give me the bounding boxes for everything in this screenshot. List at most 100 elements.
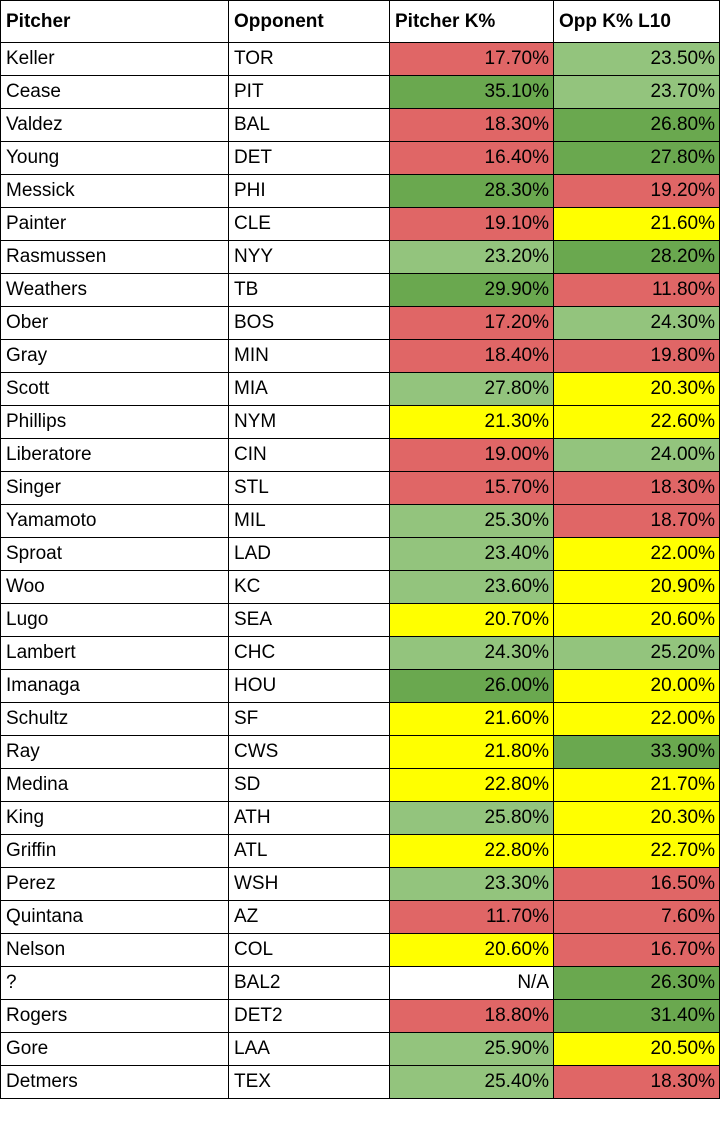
cell-opp-k-l10[interactable]: 22.60%: [553, 405, 720, 439]
cell-pitcher-k[interactable]: 23.20%: [389, 240, 554, 274]
cell-opponent[interactable]: CWS: [228, 735, 390, 769]
cell-pitcher[interactable]: Schultz: [0, 702, 229, 736]
cell-pitcher[interactable]: Nelson: [0, 933, 229, 967]
cell-opp-k-l10[interactable]: 26.30%: [553, 966, 720, 1000]
cell-opponent[interactable]: PHI: [228, 174, 390, 208]
cell-pitcher[interactable]: Perez: [0, 867, 229, 901]
cell-opp-k-l10[interactable]: 21.60%: [553, 207, 720, 241]
cell-pitcher[interactable]: Valdez: [0, 108, 229, 142]
cell-opponent[interactable]: PIT: [228, 75, 390, 109]
cell-pitcher-k[interactable]: 16.40%: [389, 141, 554, 175]
cell-pitcher-k[interactable]: 11.70%: [389, 900, 554, 934]
cell-opponent[interactable]: ATH: [228, 801, 390, 835]
cell-pitcher-k[interactable]: 35.10%: [389, 75, 554, 109]
cell-pitcher[interactable]: Lugo: [0, 603, 229, 637]
cell-opp-k-l10[interactable]: 25.20%: [553, 636, 720, 670]
cell-opponent[interactable]: DET: [228, 141, 390, 175]
cell-opp-k-l10[interactable]: 20.30%: [553, 801, 720, 835]
cell-opp-k-l10[interactable]: 18.30%: [553, 471, 720, 505]
cell-pitcher[interactable]: Messick: [0, 174, 229, 208]
header-opp-k-l10[interactable]: Opp K% L10: [553, 0, 720, 43]
cell-pitcher-k[interactable]: 22.80%: [389, 834, 554, 868]
cell-pitcher[interactable]: Ober: [0, 306, 229, 340]
cell-opp-k-l10[interactable]: 22.00%: [553, 537, 720, 571]
cell-opponent[interactable]: CHC: [228, 636, 390, 670]
cell-pitcher[interactable]: Painter: [0, 207, 229, 241]
cell-opponent[interactable]: WSH: [228, 867, 390, 901]
cell-pitcher-k[interactable]: 26.00%: [389, 669, 554, 703]
cell-pitcher[interactable]: ?: [0, 966, 229, 1000]
cell-opp-k-l10[interactable]: 20.30%: [553, 372, 720, 406]
cell-opponent[interactable]: AZ: [228, 900, 390, 934]
cell-opponent[interactable]: COL: [228, 933, 390, 967]
cell-pitcher[interactable]: Weathers: [0, 273, 229, 307]
cell-pitcher[interactable]: Detmers: [0, 1065, 229, 1099]
cell-pitcher-k[interactable]: 17.70%: [389, 42, 554, 76]
cell-pitcher-k[interactable]: 18.40%: [389, 339, 554, 373]
cell-pitcher-k[interactable]: 17.20%: [389, 306, 554, 340]
cell-opponent[interactable]: BAL2: [228, 966, 390, 1000]
cell-opp-k-l10[interactable]: 19.80%: [553, 339, 720, 373]
cell-opp-k-l10[interactable]: 18.30%: [553, 1065, 720, 1099]
cell-pitcher[interactable]: King: [0, 801, 229, 835]
cell-pitcher-k[interactable]: 21.60%: [389, 702, 554, 736]
cell-opp-k-l10[interactable]: 31.40%: [553, 999, 720, 1033]
cell-opponent[interactable]: NYM: [228, 405, 390, 439]
cell-opponent[interactable]: STL: [228, 471, 390, 505]
cell-pitcher[interactable]: Ray: [0, 735, 229, 769]
cell-pitcher[interactable]: Woo: [0, 570, 229, 604]
cell-opp-k-l10[interactable]: 16.50%: [553, 867, 720, 901]
cell-opponent[interactable]: LAA: [228, 1032, 390, 1066]
cell-pitcher-k[interactable]: 20.60%: [389, 933, 554, 967]
cell-pitcher[interactable]: Young: [0, 141, 229, 175]
cell-pitcher[interactable]: Liberatore: [0, 438, 229, 472]
cell-opponent[interactable]: MIN: [228, 339, 390, 373]
cell-opp-k-l10[interactable]: 21.70%: [553, 768, 720, 802]
cell-opponent[interactable]: BOS: [228, 306, 390, 340]
cell-opponent[interactable]: SF: [228, 702, 390, 736]
cell-opponent[interactable]: CLE: [228, 207, 390, 241]
cell-pitcher-k[interactable]: N/A: [389, 966, 554, 1000]
cell-opponent[interactable]: SD: [228, 768, 390, 802]
cell-pitcher[interactable]: Quintana: [0, 900, 229, 934]
cell-pitcher[interactable]: Rasmussen: [0, 240, 229, 274]
cell-pitcher[interactable]: Keller: [0, 42, 229, 76]
cell-opponent[interactable]: KC: [228, 570, 390, 604]
cell-pitcher-k[interactable]: 25.80%: [389, 801, 554, 835]
cell-pitcher[interactable]: Imanaga: [0, 669, 229, 703]
cell-pitcher-k[interactable]: 23.30%: [389, 867, 554, 901]
cell-pitcher-k[interactable]: 24.30%: [389, 636, 554, 670]
cell-opp-k-l10[interactable]: 22.00%: [553, 702, 720, 736]
cell-pitcher-k[interactable]: 18.30%: [389, 108, 554, 142]
cell-pitcher-k[interactable]: 19.00%: [389, 438, 554, 472]
cell-pitcher[interactable]: Gore: [0, 1032, 229, 1066]
cell-pitcher[interactable]: Gray: [0, 339, 229, 373]
cell-pitcher-k[interactable]: 15.70%: [389, 471, 554, 505]
cell-opp-k-l10[interactable]: 24.30%: [553, 306, 720, 340]
cell-pitcher-k[interactable]: 25.30%: [389, 504, 554, 538]
cell-pitcher-k[interactable]: 29.90%: [389, 273, 554, 307]
cell-opponent[interactable]: LAD: [228, 537, 390, 571]
cell-opponent[interactable]: BAL: [228, 108, 390, 142]
cell-pitcher-k[interactable]: 27.80%: [389, 372, 554, 406]
header-opponent[interactable]: Opponent: [228, 0, 390, 43]
cell-opp-k-l10[interactable]: 18.70%: [553, 504, 720, 538]
cell-opp-k-l10[interactable]: 20.50%: [553, 1032, 720, 1066]
cell-pitcher[interactable]: Griffin: [0, 834, 229, 868]
cell-opp-k-l10[interactable]: 33.90%: [553, 735, 720, 769]
cell-pitcher-k[interactable]: 21.30%: [389, 405, 554, 439]
cell-pitcher[interactable]: Lambert: [0, 636, 229, 670]
cell-opponent[interactable]: NYY: [228, 240, 390, 274]
cell-opponent[interactable]: SEA: [228, 603, 390, 637]
cell-pitcher-k[interactable]: 22.80%: [389, 768, 554, 802]
cell-opp-k-l10[interactable]: 23.70%: [553, 75, 720, 109]
cell-opponent[interactable]: MIA: [228, 372, 390, 406]
cell-pitcher[interactable]: Phillips: [0, 405, 229, 439]
cell-opponent[interactable]: TEX: [228, 1065, 390, 1099]
cell-pitcher-k[interactable]: 28.30%: [389, 174, 554, 208]
cell-pitcher-k[interactable]: 23.40%: [389, 537, 554, 571]
cell-pitcher[interactable]: Scott: [0, 372, 229, 406]
cell-opponent[interactable]: HOU: [228, 669, 390, 703]
cell-opp-k-l10[interactable]: 26.80%: [553, 108, 720, 142]
cell-opp-k-l10[interactable]: 20.90%: [553, 570, 720, 604]
